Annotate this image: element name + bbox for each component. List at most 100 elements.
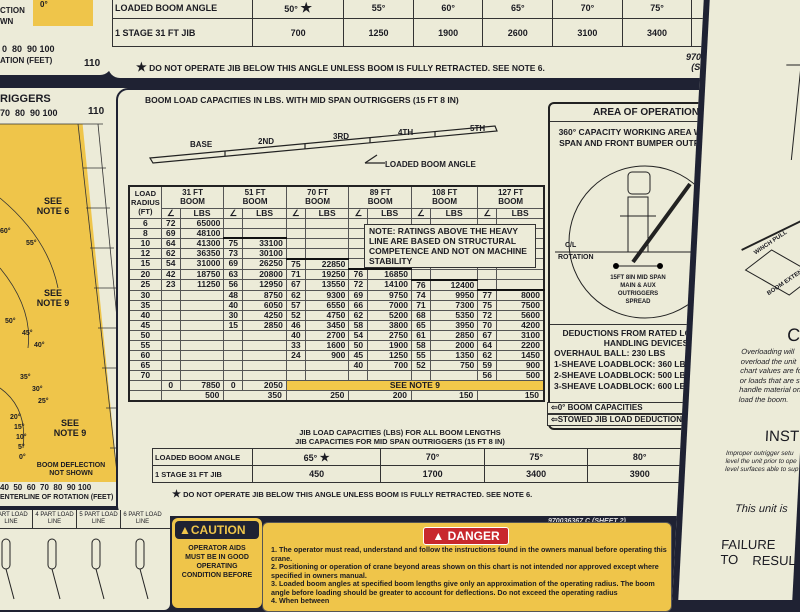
danger-label: ▲ DANGER 1. The operator must read, unde… xyxy=(262,522,672,612)
radius-cell: 15 xyxy=(128,258,162,270)
empty-cell xyxy=(160,340,181,351)
lbs-cell: 22850 xyxy=(304,258,350,270)
danger-item: 4. When between xyxy=(271,596,330,605)
stowed-jib-deduction: 500 xyxy=(160,390,225,402)
empty-cell xyxy=(179,370,225,381)
radius-cell: 8 xyxy=(128,227,162,239)
deduction-item: OVERHAUL BALL: 230 LBS xyxy=(554,348,666,358)
radius-cell: 12 xyxy=(128,248,162,259)
radius-cell: 60 xyxy=(128,350,162,361)
angle: 65° xyxy=(303,452,318,463)
empty-cell xyxy=(496,279,545,291)
text: or loads that are st xyxy=(739,375,800,385)
capacity: 700 xyxy=(251,18,345,47)
empty-cell xyxy=(223,350,244,361)
angle-cell: 52 xyxy=(285,310,306,321)
empty-cell xyxy=(179,289,225,301)
radius-cell: 40 xyxy=(128,310,162,321)
radius-cell: 10 xyxy=(128,237,162,249)
angle-cell: 30 xyxy=(223,310,244,321)
angle-cell: 40 xyxy=(285,330,306,341)
angle-cell: 62 xyxy=(477,350,498,361)
lbs-cell: 7500 xyxy=(496,300,545,311)
lbs-cell: 5600 xyxy=(496,310,545,321)
capacity: 3100 xyxy=(552,18,623,47)
empty-cell xyxy=(304,248,350,260)
angle-cell: 40 xyxy=(348,360,369,371)
danger-title: DANGER xyxy=(447,529,500,543)
lbs-cell: 4750 xyxy=(304,310,350,321)
boom-diagram xyxy=(148,125,498,164)
angle-cell: 45 xyxy=(348,350,369,361)
table-row: 30 48 8750 62 9300 69 9750 74 9950 77 8000 xyxy=(128,289,545,301)
danger-item: 1. The operator must read, understand an… xyxy=(271,545,667,563)
text: Overloading will xyxy=(741,347,795,356)
table-row: 40 30 4250 52 4750 62 5200 68 5350 72 5600 xyxy=(128,310,545,321)
text: level the unit prior to ope xyxy=(725,458,797,465)
gauge-scale-top: 70 80 90 100 xyxy=(0,108,58,118)
rotation-label: ROTATION xyxy=(558,254,594,261)
angle-icon: ∠ xyxy=(348,207,369,219)
radius-cell: 55 xyxy=(128,340,162,351)
label: 0° BOOM CAPACITIES xyxy=(557,403,643,412)
table-row: 55 33 1600 50 1900 58 2000 64 2200 xyxy=(128,340,545,351)
angle-label: 55° xyxy=(26,240,37,247)
row-label: LOADED BOOM ANGLE xyxy=(112,0,253,19)
lbs-cell: 2750 xyxy=(367,330,412,341)
boom-header: 89 FT BOOM xyxy=(348,185,412,209)
empty-cell xyxy=(242,360,287,371)
gauge-header: RIGGERS xyxy=(0,93,51,105)
boom-section-label: 2ND xyxy=(258,137,275,146)
angle-cell: 69 xyxy=(223,258,244,270)
see-note-9: SEE NOTE 9 xyxy=(53,418,87,438)
empty-cell xyxy=(223,360,244,371)
jib-capacity-table: LOADED BOOM ANGLE 65° ★ 70° 75° 80° 1 STAG… xyxy=(152,448,692,483)
stowed-jib-deduction: 150 xyxy=(477,390,545,402)
deduction-item: 2-SHEAVE LOADBLOCK: 500 LBS xyxy=(554,370,692,380)
angle: 70° xyxy=(552,0,623,19)
angle-cell: 76 xyxy=(348,268,369,280)
stowed-jib-deduction: 200 xyxy=(348,390,412,402)
lbs-cell: 4200 xyxy=(496,320,545,331)
lbs-cell: 5350 xyxy=(429,310,479,321)
lbs-cell: 9300 xyxy=(304,289,350,301)
angle: 80° xyxy=(587,448,692,466)
angle: 75° xyxy=(621,0,693,19)
empty-cell xyxy=(285,248,306,260)
load-line-panel: PART LOAD LINE 4 PART LOAD LINE 5 PART L… xyxy=(0,510,170,610)
lbs-header: LBS xyxy=(429,207,479,219)
angle-cell: 65 xyxy=(410,320,431,331)
angle-cell: 71 xyxy=(285,268,306,280)
text: Improper outrigger setu xyxy=(725,450,794,457)
section-heading: INST xyxy=(764,428,800,445)
load-line-label: PART LOAD LINE xyxy=(0,512,28,525)
deductions-title: DEDUCTIONS FROM RATED LOADS FOR HANDLING… xyxy=(562,328,730,348)
boom-header: 70 FT BOOM xyxy=(285,185,350,209)
empty-cell xyxy=(223,217,244,229)
angle-cell: 46 xyxy=(285,320,306,331)
empty-cell xyxy=(410,370,431,381)
stowed-jib-deduction: 350 xyxy=(223,390,287,402)
angle-cell: 58 xyxy=(410,340,431,351)
empty-cell xyxy=(223,340,244,351)
load-line-label: 6 PART LOAD LINE xyxy=(120,510,164,528)
lbs-cell: 19250 xyxy=(304,268,350,280)
load-line-label: 5 PART LOAD LINE xyxy=(76,510,120,528)
capacity: 3900 xyxy=(587,465,692,483)
empty-cell xyxy=(160,300,181,311)
angle-cell: 64 xyxy=(477,340,498,351)
angle: 65° xyxy=(482,0,554,19)
lbs-cell: 36350 xyxy=(179,248,225,259)
sheet1-jib-panel: LOADED BOOM ANGLE 50° ★ 55°60°65°70°75°8… xyxy=(108,0,772,78)
boom-header: 31 FT BOOM xyxy=(160,185,225,209)
empty-cell xyxy=(285,237,306,249)
empty-cell xyxy=(242,217,287,229)
jib-subtitle: JIB CAPACITIES FOR MID SPAN OUTRIGGERS (… xyxy=(295,437,505,446)
see-note-9: SEE NOTE 9 xyxy=(36,288,70,308)
lbs-cell: 9950 xyxy=(429,289,479,301)
lbs-cell: 20800 xyxy=(242,268,287,280)
lbs-cell: 1600 xyxy=(304,340,350,351)
empty-cell xyxy=(179,360,225,371)
row-label: LOADED BOOM ANGLE xyxy=(152,448,253,466)
angle-cell: 77 xyxy=(477,289,498,301)
